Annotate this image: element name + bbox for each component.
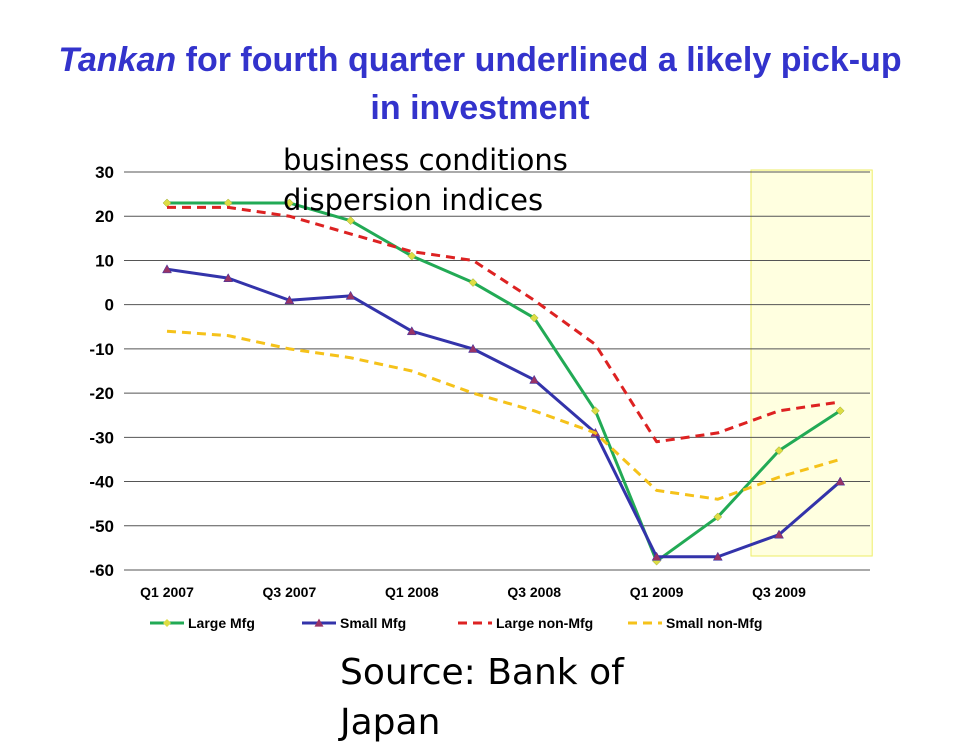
data-point bbox=[346, 216, 355, 225]
legend-label: Large non-Mfg bbox=[496, 615, 593, 631]
data-point bbox=[223, 273, 234, 282]
line-chart: 30 20 10 0 -10 -20 -30 -40 -50 -60 Q1 2007 Q3 2007 Q… bbox=[89, 163, 873, 631]
y-tick-label: 0 bbox=[105, 296, 114, 315]
y-tick-label: -20 bbox=[89, 384, 114, 403]
data-point bbox=[284, 295, 295, 305]
data-point bbox=[651, 551, 662, 561]
data-point bbox=[162, 198, 172, 208]
data-point bbox=[774, 446, 784, 455]
data-point bbox=[407, 251, 417, 261]
data-point bbox=[468, 343, 478, 353]
slide-title: Tankan for fourth quarter underlined a l… bbox=[40, 36, 920, 132]
y-tick-label: 20 bbox=[95, 207, 114, 226]
subtitle-line-1: business conditions bbox=[283, 143, 568, 177]
y-tick-label: -40 bbox=[89, 473, 114, 492]
y-tick-label: -10 bbox=[89, 340, 114, 359]
series-line bbox=[167, 201, 842, 563]
subtitle-line-2: dispersion indices bbox=[283, 183, 544, 217]
y-tick-label: -50 bbox=[89, 517, 114, 536]
legend-marker bbox=[163, 619, 171, 627]
x-tick-label: Q3 2008 bbox=[507, 584, 561, 600]
data-point bbox=[345, 290, 356, 300]
data-point bbox=[591, 406, 600, 416]
y-tick-label: -30 bbox=[89, 428, 114, 447]
data-point bbox=[468, 278, 478, 287]
x-tick-label: Q3 2009 bbox=[752, 584, 806, 600]
chart-subtitle: business conditions dispersion indices bbox=[283, 140, 703, 220]
data-point bbox=[835, 406, 845, 416]
y-tick-label: -60 bbox=[89, 561, 114, 580]
x-tick-label: Q1 2008 bbox=[385, 584, 439, 600]
data-point bbox=[713, 512, 723, 522]
legend-label: Small non-Mfg bbox=[666, 615, 762, 631]
data-point bbox=[406, 326, 417, 336]
y-tick-label: 10 bbox=[95, 251, 114, 270]
data-point bbox=[223, 198, 233, 208]
series-line bbox=[167, 205, 841, 444]
legend-marker bbox=[314, 618, 324, 627]
series-line bbox=[166, 329, 841, 501]
legend-label: Small Mfg bbox=[340, 615, 406, 631]
data-point bbox=[529, 313, 539, 323]
highlight-region bbox=[750, 169, 873, 557]
data-point bbox=[712, 551, 723, 561]
y-tick-label: 30 bbox=[95, 163, 114, 182]
series-line bbox=[166, 267, 842, 559]
data-point bbox=[285, 198, 294, 208]
x-tick-label: Q1 2009 bbox=[630, 584, 684, 600]
x-tick-label: Q3 2007 bbox=[263, 584, 317, 600]
source-note: Source: Bank of Japan bbox=[340, 652, 624, 743]
data-point bbox=[162, 264, 172, 274]
data-point bbox=[529, 374, 540, 384]
x-tick-label: Q1 2007 bbox=[140, 584, 194, 600]
data-point bbox=[774, 529, 784, 539]
data-point bbox=[835, 476, 846, 486]
title-italic: Tankan bbox=[58, 41, 177, 79]
title-rest: for fourth quarter underlined a likely p… bbox=[176, 41, 902, 127]
legend-label: Large Mfg bbox=[188, 615, 255, 631]
